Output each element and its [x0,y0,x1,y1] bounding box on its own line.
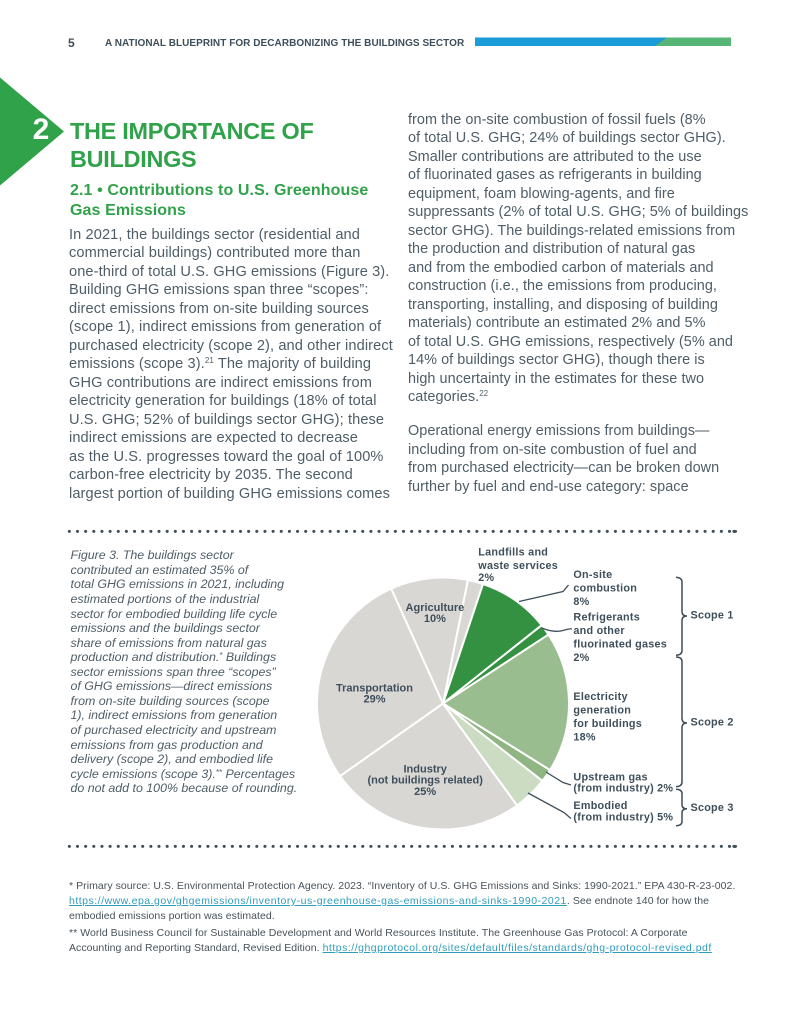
svg-text:Landfills and: Landfills and [478,547,548,559]
svg-text:2%: 2% [573,652,589,664]
svg-text:waste services: waste services [477,560,558,572]
svg-text:Transportation: Transportation [336,682,413,694]
svg-text:Scope 1: Scope 1 [691,610,734,622]
svg-text:and other: and other [573,625,625,637]
svg-text:Electricity: Electricity [573,691,627,703]
svg-text:10%: 10% [424,613,446,625]
svg-text:2%: 2% [478,572,494,584]
svg-text:On-site: On-site [573,569,612,581]
svg-text:Industry: Industry [403,764,447,776]
svg-text:combustion: combustion [573,582,637,594]
svg-text:fluorinated gases: fluorinated gases [573,639,667,651]
svg-text:Upstream gas: Upstream gas [573,772,647,784]
svg-text:29%: 29% [363,693,385,705]
svg-text:(not buildings related): (not buildings related) [367,775,483,787]
svg-text:generation: generation [573,705,631,717]
svg-text:Scope 2: Scope 2 [691,717,734,729]
svg-text:Scope 3: Scope 3 [691,802,734,814]
svg-text:(from industry) 2%: (from industry) 2% [573,783,673,795]
svg-text:for buildings: for buildings [573,718,642,730]
svg-text:(from industry) 5%: (from industry) 5% [573,812,673,824]
svg-text:Embodied: Embodied [573,800,627,812]
svg-text:25%: 25% [414,786,436,798]
svg-text:18%: 18% [573,731,596,743]
svg-text:Refrigerants: Refrigerants [573,612,640,624]
svg-text:8%: 8% [573,596,589,608]
svg-text:Agriculture: Agriculture [406,602,465,614]
